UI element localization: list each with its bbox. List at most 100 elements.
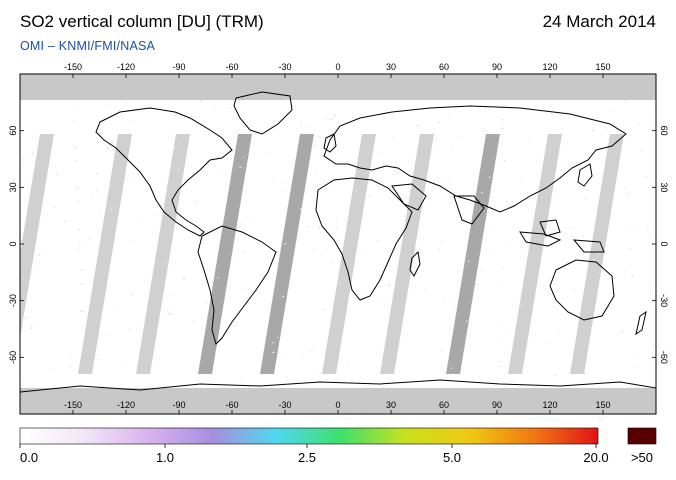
noise-dot [111,142,114,144]
noise-dot [77,249,80,251]
noise-dot [162,212,164,214]
noise-dot [102,193,105,195]
noise-dot [652,344,655,346]
noise-dot [36,161,39,163]
colorbar [19,427,599,445]
noise-dot [450,367,453,369]
lat-tick-label-right: 60 [659,126,669,136]
colorbar-label: 20.0 [583,450,608,465]
noise-dot [230,107,233,109]
noise-dot [596,252,599,254]
coast-eurasia [323,105,627,213]
noise-dot [421,206,423,208]
noise-dot [335,220,338,222]
noise-dot [438,122,441,124]
noise-dot [378,303,381,305]
noise-dot [358,252,361,254]
noise-dot [156,213,159,215]
noise-dot [501,119,504,121]
swath-gaps [20,134,624,374]
noise-dot [382,363,385,365]
noise-dot [520,363,523,365]
lat-tick-label-right: 30 [659,182,669,192]
lon-tick-label-top: -60 [225,62,238,72]
noise-dot [338,282,341,284]
noise-dot [78,228,81,230]
noise-dot [169,170,172,172]
noise-dot [437,249,440,250]
noise-dot [63,220,66,222]
noise-dot [176,135,178,137]
noise-dot [52,206,55,208]
noise-dot [465,320,468,322]
noise-dot [114,203,117,205]
lat-tick-label-left: -30 [8,294,18,307]
noise-dot [365,294,368,296]
noise-dot [318,371,321,373]
noise-dot [216,169,219,171]
noise-dot [282,296,285,298]
colorbar-label: 0.0 [20,450,38,465]
noise-dot [498,361,501,362]
noise-dot [446,376,449,378]
noise-dot [183,278,186,280]
noise-dot [168,313,171,315]
noise-dot [522,303,525,305]
coast-south-america [197,225,277,345]
noise-dot [24,203,27,205]
noise-dot [175,114,177,116]
noise-dot [126,100,129,102]
noise-dot [372,287,375,289]
noise-dot [488,176,491,178]
noise-dot [300,125,303,127]
noise-dot [327,119,330,121]
noise-dot [592,130,595,132]
noise-dot [31,152,34,154]
swath-gap [260,134,314,374]
noise-dot [491,231,494,233]
noise-dot [70,353,72,355]
noise-dot [246,216,249,218]
noise-dot [416,124,419,126]
lat-tick-label-right: 0 [659,241,669,246]
noise-dot [299,208,302,210]
noise-dot [170,314,173,315]
noise-dot [200,100,203,101]
noise-dot [172,308,175,310]
noise-dot [272,342,275,344]
noise-dot [575,162,578,164]
noise-dot [24,220,27,222]
noise-dot [450,148,453,150]
swath-gap [508,134,562,374]
noise-dot [245,289,248,291]
noise-dot [520,385,523,387]
noise-dot [452,308,455,309]
colorbar-label: 1.0 [156,450,174,465]
noise-dot [624,100,627,102]
lon-tick-label-bottom: 150 [595,400,610,410]
noise-dot [495,284,498,286]
noise-dot [395,199,398,201]
noise-dot [318,227,321,228]
noise-dot [456,271,459,273]
noise-dot [91,194,94,196]
noise-dot [623,271,626,273]
noise-dot [105,103,108,105]
noise-dot [74,160,77,162]
noise-dot [367,195,370,197]
colorbar-label: 5.0 [443,450,461,465]
noise-dot [330,118,333,120]
noise-dot [489,197,492,199]
lat-tick-label-left: -60 [8,351,18,364]
noise-dot [281,181,284,183]
noise-dot [272,351,275,353]
lon-tick-label-bottom: 30 [386,400,396,410]
noise-dot [239,166,242,168]
noise-dot [440,241,443,243]
noise-dot [596,299,599,300]
noise-dot [191,320,194,322]
noise-dot [557,332,560,334]
noise-dot [572,288,575,290]
noise-dot [598,253,601,254]
noise-dot [355,190,358,192]
